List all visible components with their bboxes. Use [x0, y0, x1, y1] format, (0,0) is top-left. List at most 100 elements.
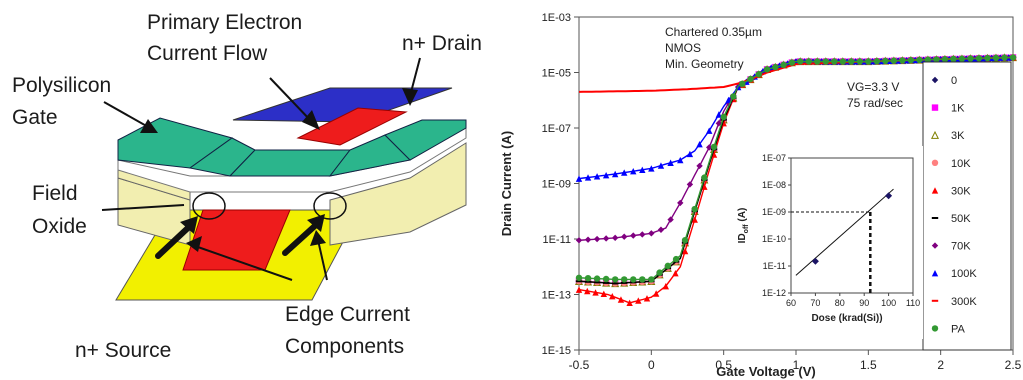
data-point — [667, 159, 674, 166]
data-point — [916, 56, 923, 64]
y-tick-label: 1E-05 — [542, 68, 571, 80]
data-point — [931, 325, 939, 332]
data-point — [630, 167, 637, 175]
data-point — [1009, 54, 1017, 61]
x-tick-label: 2 — [937, 358, 944, 372]
data-point — [609, 292, 616, 300]
edge-current-arrowhead-right — [307, 214, 325, 232]
data-point — [899, 57, 906, 64]
data-point — [931, 159, 939, 166]
drain-current-chart: 1E-15 1E-13 1E-11 1E-09 1E-07 1E-05 1E-03 -0.5 0… — [499, 12, 1022, 379]
data-point — [648, 165, 655, 172]
inset-y-tick-label: 1E-10 — [762, 234, 786, 244]
data-point — [656, 269, 663, 276]
edge-arrow-1 — [194, 245, 293, 281]
data-point — [882, 57, 889, 65]
data-point — [691, 216, 698, 223]
x-tick-label: 0.5 — [715, 358, 732, 372]
data-point — [621, 276, 628, 283]
data-point — [584, 274, 592, 282]
data-point — [652, 290, 660, 297]
y-tick-label: 1E-03 — [542, 12, 571, 24]
data-point — [617, 296, 625, 303]
primary-flow-arrow — [269, 77, 313, 123]
primary-flow-arrow-head — [302, 110, 320, 130]
data-point — [941, 55, 949, 63]
primary-flow-label-line1: Primary Electron — [147, 11, 303, 34]
series-pa — [575, 54, 1017, 283]
data-point — [710, 143, 718, 151]
edge-current-label-line2: Components — [285, 335, 405, 358]
x-tick-label: 0 — [648, 358, 655, 372]
data-point — [931, 104, 939, 111]
data-point — [865, 58, 872, 65]
data-point — [686, 150, 694, 158]
x-tick-label: 2.5 — [1005, 358, 1022, 372]
data-point — [657, 226, 665, 233]
data-point — [602, 235, 610, 242]
mosfet-device-diagram — [101, 57, 467, 301]
inset-y-tick-label: 1E-11 — [763, 261, 786, 271]
drain-label: n+ Drain — [402, 32, 482, 55]
edge-current-label-line1: Edge Current — [285, 303, 410, 326]
data-point — [575, 237, 583, 244]
inset-y-axis-title: IDoff (A) — [737, 208, 750, 244]
data-point — [763, 66, 771, 73]
y-tick-label: 1E-09 — [542, 179, 571, 191]
inset-data-point — [811, 257, 819, 265]
edge-current-arrowhead-left — [180, 216, 198, 234]
data-point — [602, 275, 610, 283]
data-point — [584, 287, 591, 295]
data-point — [933, 56, 940, 63]
channel-top — [296, 107, 408, 146]
data-point — [706, 127, 713, 134]
data-point — [672, 255, 680, 263]
inset-x-tick-label: 70 — [810, 298, 820, 308]
data-point — [681, 247, 689, 255]
inset-y-tick-label: 1E-08 — [762, 180, 786, 190]
primary-flow-label-line2: Current Flow — [147, 42, 268, 65]
oxide-label-line2: Oxide — [32, 215, 87, 238]
edge-leakage-left-marker — [192, 192, 226, 220]
inset-x-tick-label: 80 — [835, 298, 845, 308]
gate-label-line1: Polysilicon — [12, 74, 112, 97]
x-tick-label: 1 — [793, 358, 800, 372]
drain-arrow-head — [402, 88, 418, 106]
data-point — [575, 175, 583, 182]
data-point — [575, 274, 583, 281]
data-point — [639, 166, 646, 174]
gate-arrow-head — [140, 119, 158, 133]
data-point — [648, 276, 655, 283]
data-point — [681, 236, 689, 244]
edge-arrow-1-head — [186, 236, 202, 252]
data-point — [797, 58, 804, 65]
data-point — [584, 280, 592, 283]
data-point — [643, 295, 651, 302]
data-point — [747, 75, 754, 83]
legend-label: 3K — [951, 130, 965, 142]
legend-label: 300K — [951, 296, 977, 308]
inset-y-tick-label: 1E-07 — [762, 153, 786, 163]
data-point — [696, 140, 703, 148]
data-point — [907, 56, 915, 64]
legend-label: 10K — [951, 158, 971, 170]
data-point — [575, 286, 583, 293]
y-axis-title: Drain Current (A) — [499, 131, 514, 236]
inset-y-tick-label: 1E-09 — [762, 207, 786, 217]
data-point — [931, 76, 939, 84]
data-point — [1001, 54, 1008, 61]
data-point — [822, 58, 829, 65]
annotation-device-type: NMOS — [665, 41, 701, 55]
edge-current-arrow-right — [282, 221, 320, 256]
data-point — [975, 55, 983, 62]
data-point — [592, 289, 599, 296]
edge-leakage-right-marker — [313, 192, 347, 220]
data-point — [701, 174, 708, 181]
data-point — [725, 99, 732, 107]
data-point — [931, 242, 939, 249]
x-tick-label: 1.5 — [860, 358, 877, 372]
field-oxide-right — [329, 142, 467, 246]
annotation-process: Chartered 0.35µm — [665, 25, 762, 39]
inset-x-tick-label: 110 — [906, 298, 920, 308]
